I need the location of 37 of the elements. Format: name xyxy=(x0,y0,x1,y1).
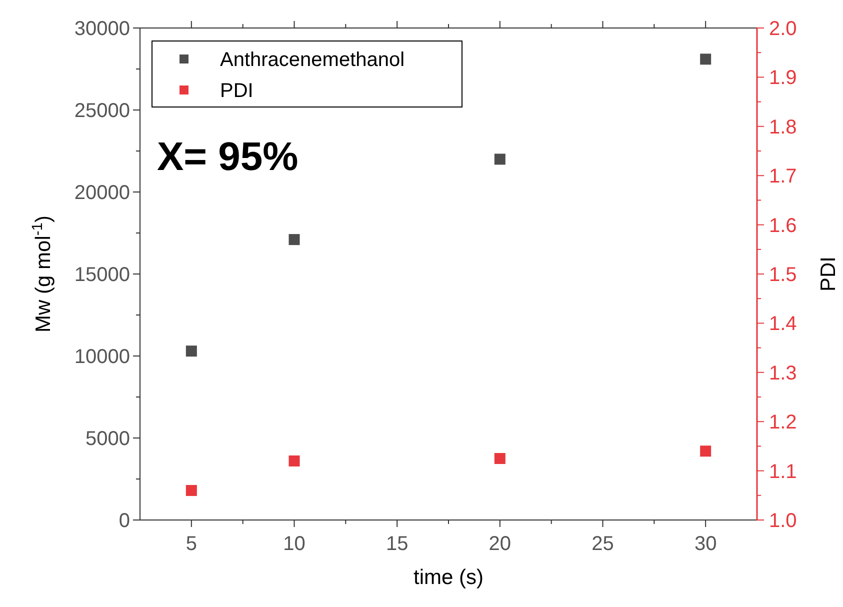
y2-tick-label: 1.1 xyxy=(769,460,797,483)
point xyxy=(494,453,506,464)
y-tick-label: 20000 xyxy=(74,182,130,204)
y-tick-label: 0 xyxy=(118,510,130,532)
legend-label: PDI xyxy=(220,80,254,102)
x-tick-label: 5 xyxy=(186,533,197,555)
y2-tick-label: 1.6 xyxy=(769,214,797,237)
x-tick-label: 25 xyxy=(592,533,614,555)
x-axis-title: time (s) xyxy=(414,566,484,589)
y2-tick-label: 1.7 xyxy=(769,166,797,188)
x-tick-label: 10 xyxy=(283,533,306,555)
y2-tick-label: 1.3 xyxy=(769,362,797,384)
x-tick-label: 30 xyxy=(694,533,717,555)
y2-tick-label: 1.0 xyxy=(769,510,797,532)
y2-tick-label: 2.0 xyxy=(769,18,797,40)
x-tick-label: 15 xyxy=(386,533,408,555)
point xyxy=(288,234,300,246)
y2-tick-label: 1.2 xyxy=(769,412,797,434)
y2-tick-label: 1.5 xyxy=(769,264,797,286)
point xyxy=(186,346,197,357)
y-tick-label: 25000 xyxy=(74,100,130,122)
y2-tick-label: 1.9 xyxy=(769,67,797,90)
y-tick-label: 5000 xyxy=(86,428,130,450)
annotation: X= 95% xyxy=(157,135,298,179)
point xyxy=(186,484,197,496)
y2-tick-label: 1.4 xyxy=(769,313,797,336)
point xyxy=(700,446,712,457)
y-tick-label: 15000 xyxy=(74,264,130,286)
x-tick-label: 20 xyxy=(488,533,512,555)
point xyxy=(288,455,300,466)
point xyxy=(494,154,506,165)
y2-tick-label: 1.8 xyxy=(769,116,797,138)
point xyxy=(700,54,712,65)
y-tick-label: 30000 xyxy=(74,18,130,40)
y-tick-label: 10000 xyxy=(74,346,130,368)
y2-axis-title: PDI xyxy=(817,256,840,292)
legend-label: Anthracenemethanol xyxy=(220,49,405,71)
